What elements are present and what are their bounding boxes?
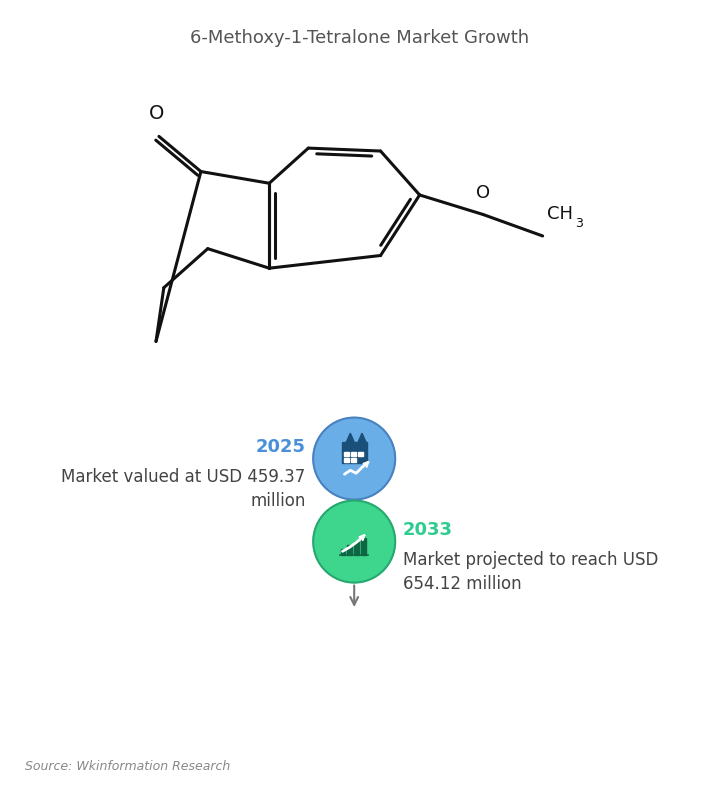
Text: Source: Wkinformation Research: Source: Wkinformation Research xyxy=(25,760,230,773)
Polygon shape xyxy=(347,433,355,442)
Text: CH: CH xyxy=(547,206,573,223)
Text: 3: 3 xyxy=(575,217,583,230)
Bar xyxy=(341,550,345,555)
Text: Market valued at USD 459.37
million: Market valued at USD 459.37 million xyxy=(61,468,305,510)
Text: Market projected to reach USD
654.12 million: Market projected to reach USD 654.12 mil… xyxy=(403,551,658,593)
Bar xyxy=(358,452,363,456)
Bar xyxy=(347,546,352,555)
Text: O: O xyxy=(149,104,165,122)
Circle shape xyxy=(313,418,395,499)
Text: O: O xyxy=(476,184,490,202)
Bar xyxy=(342,442,367,463)
Text: 2033: 2033 xyxy=(403,521,453,539)
Bar xyxy=(344,452,349,456)
Polygon shape xyxy=(358,433,366,442)
Bar xyxy=(352,452,356,456)
Text: 6-Methoxy-1-Tetralone Market Growth: 6-Methoxy-1-Tetralone Market Growth xyxy=(191,29,530,46)
Circle shape xyxy=(313,501,395,582)
Bar xyxy=(344,458,349,462)
Bar xyxy=(361,538,366,555)
Bar xyxy=(352,458,356,462)
Bar xyxy=(355,542,359,555)
Text: 2025: 2025 xyxy=(256,438,305,456)
